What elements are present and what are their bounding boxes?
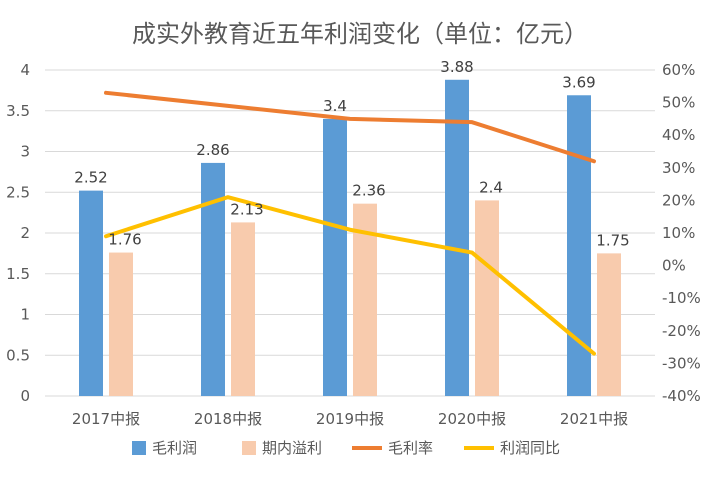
bar-毛利润: [445, 79, 469, 396]
right-axis-tick: -10%: [662, 289, 701, 307]
left-axis-tick: 1.5: [6, 265, 30, 283]
bar-data-label: 1.76: [108, 231, 141, 249]
right-axis-tick: -30%: [662, 354, 701, 372]
right-axis-tick: 30%: [662, 159, 695, 177]
x-axis-tick: 2019中报: [316, 410, 384, 428]
bar-毛利润: [323, 118, 347, 397]
line-毛利率: [104, 90, 596, 164]
bar-data-label: 2.36: [352, 182, 385, 200]
chart-title: 成实外教育近五年利润变化（单位：亿元）: [132, 20, 588, 48]
bar-毛利润: [567, 95, 591, 396]
bar-期内溢利: [475, 200, 499, 396]
data-labels: 2.52 2.86 3.4 3.88 3.69 1.76 2.13 2.36 2.4 1.75: [74, 58, 629, 250]
x-axis-tick: 2021中报: [560, 410, 628, 428]
bar-毛利润: [79, 190, 103, 396]
right-axis-tick: 20%: [662, 191, 695, 209]
bars: [79, 79, 621, 397]
legend-swatch: [132, 441, 146, 455]
lines: [104, 90, 596, 356]
x-axis-tick: 2018中报: [194, 410, 262, 428]
left-axis-tick: 2.5: [6, 183, 30, 201]
left-axis-tick: 2: [20, 224, 30, 242]
bar-data-label: 2.52: [74, 169, 107, 187]
right-axis-tick: -40%: [662, 387, 701, 405]
left-axis-tick: 1: [20, 306, 30, 324]
bar-data-label: 1.75: [596, 231, 629, 249]
bar-data-label: 2.13: [230, 200, 263, 218]
legend-swatch: [242, 441, 256, 455]
left-axis-tick: 3: [20, 143, 30, 161]
right-axis-tick: 40%: [662, 126, 695, 144]
line-利润同比: [104, 195, 596, 356]
legend-label: 毛利率: [388, 439, 433, 457]
legend-label: 期内溢利: [262, 439, 322, 457]
right-axis-tick: 60%: [662, 61, 695, 79]
right-axis-tick: 10%: [662, 224, 695, 242]
bar-data-label: 3.4: [323, 97, 347, 115]
legend-label: 利润同比: [500, 439, 560, 457]
x-axis-tick: 2020中报: [438, 410, 506, 428]
bar-data-label: 3.69: [562, 73, 595, 91]
bar-期内溢利: [231, 222, 255, 396]
bar-data-label: 3.88: [440, 58, 473, 76]
x-axis-tick: 2017中报: [72, 410, 140, 428]
left-axis-tick: 4: [20, 61, 30, 79]
right-axis-tick: 0%: [662, 257, 686, 275]
right-axis-tick: -20%: [662, 322, 701, 340]
left-axis-tick: 3.5: [6, 102, 30, 120]
left-axis-tick: 0: [20, 387, 30, 405]
gridlines: [45, 69, 655, 397]
right-axis-tick: 50%: [662, 94, 695, 112]
bar-期内溢利: [597, 253, 621, 396]
legend: 毛利润 期内溢利 毛利率 利润同比: [132, 439, 560, 457]
bar-data-label: 2.4: [479, 178, 503, 196]
axes: 0 0.5 1 1.5 2 2.5 3 3.5 4 -40% -30% -20% -10% 0% 10% 20…: [6, 61, 701, 428]
bar-data-label: 2.86: [196, 141, 229, 159]
left-axis-tick: 0.5: [6, 346, 30, 364]
legend-label: 毛利润: [152, 439, 197, 457]
bar-期内溢利: [109, 252, 133, 396]
